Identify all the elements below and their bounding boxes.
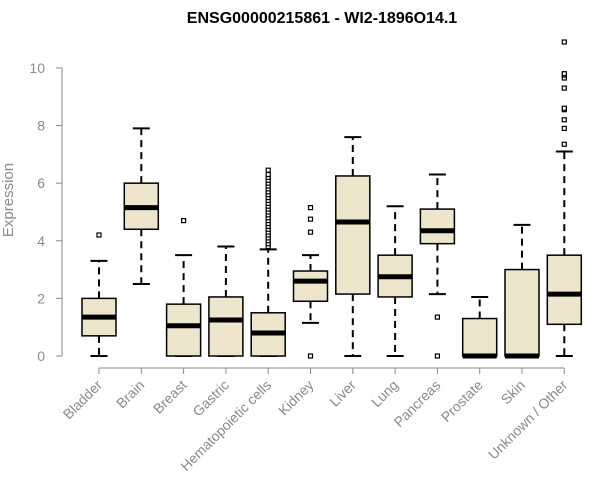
box-iqr [292,270,329,303]
box-prostate [461,295,498,359]
y-tick-label: 8 [37,118,45,134]
outlier-point [561,117,567,123]
y-axis-label: Expression [0,163,17,237]
box-hematopoietic-cells [250,167,286,357]
x-tick-label: Bladder [60,377,106,423]
chart-title: ENSG00000215861 - WI2-1896O14.1 [187,10,458,27]
outlier-point [561,105,567,111]
box-gastric [208,245,244,357]
outlier-point [96,232,102,238]
outlier-point [181,218,187,224]
box-breast [165,218,202,357]
y-tick-label: 0 [37,348,45,364]
x-tick-label: Prostate [438,377,486,425]
outlier-point [307,216,314,222]
x-tick-label: Liver [326,377,359,410]
boxes-layer [81,39,583,359]
box-lung [377,205,413,357]
box-brain [123,127,160,285]
box-skin [504,223,540,359]
box-unknown-other [546,39,583,357]
y-axis: 0 2 4 6 8 10 [29,60,63,364]
x-tick-label: Kidney [275,377,317,419]
box-bladder [81,232,117,357]
outlier-point [434,314,440,320]
box-kidney [292,205,329,359]
outlier-point [561,141,567,147]
box-iqr [335,175,371,295]
box-iqr [419,208,456,245]
y-tick-label: 10 [29,60,45,76]
outlier-point [307,353,314,359]
box-iqr [461,317,498,357]
box-pancreas [419,173,456,359]
x-tick-label: Skin [498,377,529,408]
outlier-point [561,85,567,91]
x-tick-label: Pancreas [390,377,443,430]
y-tick-label: 2 [37,290,45,306]
outlier-point [561,39,567,45]
y-tick-label: 4 [37,233,45,249]
box-iqr [208,296,244,357]
outlier-point [561,71,567,77]
outlier-point [265,171,271,178]
box-iqr [504,268,540,357]
x-tick-label: Brain [113,377,147,411]
outlier-point [307,229,314,235]
x-tick-label: Breast [150,377,190,417]
box-liver [335,136,371,357]
outlier-point [265,167,271,173]
y-tick-label: 6 [37,175,45,191]
outlier-point [307,205,314,211]
outlier-point [434,353,440,359]
box-iqr [165,303,202,357]
box-iqr [546,254,583,326]
x-tick-label: Unknown / Other [485,377,571,463]
outlier-point [561,125,567,132]
x-tick-label: Lung [368,377,401,410]
